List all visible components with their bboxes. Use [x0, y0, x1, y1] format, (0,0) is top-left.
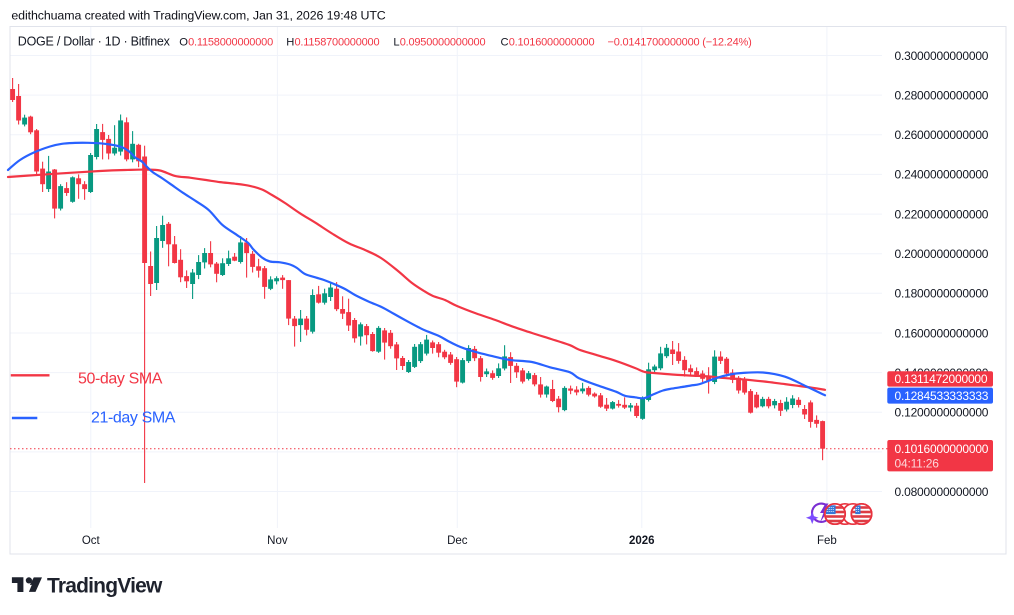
svg-text:21-day SMA: 21-day SMA — [91, 410, 176, 427]
svg-text:0.1311472000000: 0.1311472000000 — [895, 372, 988, 386]
svg-text:O: O — [179, 36, 188, 48]
svg-text:Nov: Nov — [267, 535, 288, 547]
svg-text:0.1016000000000: 0.1016000000000 — [895, 442, 989, 456]
svg-text:50-day SMA: 50-day SMA — [78, 371, 163, 388]
svg-text:Oct: Oct — [82, 535, 101, 547]
svg-text:TradingView: TradingView — [47, 575, 163, 598]
svg-text:0.1600000000000: 0.1600000000000 — [895, 326, 989, 340]
svg-text:0.1158000000000: 0.1158000000000 — [188, 36, 273, 48]
svg-text:0.0950000000000: 0.0950000000000 — [400, 36, 486, 48]
svg-text:DOGE / Dollar · 1D · Bitfinex: DOGE / Dollar · 1D · Bitfinex — [18, 34, 171, 48]
svg-text:0.2000000000000: 0.2000000000000 — [895, 247, 989, 261]
svg-text:H: H — [286, 36, 294, 48]
svg-text:−0.0141700000000 (−12.24%): −0.0141700000000 (−12.24%) — [608, 36, 752, 48]
svg-text:0.3000000000000: 0.3000000000000 — [895, 49, 989, 63]
svg-text:0.2800000000000: 0.2800000000000 — [895, 88, 989, 102]
svg-text:L: L — [393, 36, 399, 48]
svg-text:Dec: Dec — [447, 535, 468, 547]
svg-text:C: C — [501, 36, 509, 48]
svg-text:04:11:26: 04:11:26 — [895, 456, 940, 470]
svg-text:edithchuama created with Tradi: edithchuama created with TradingView.com… — [11, 8, 385, 22]
svg-text:0.1016000000000: 0.1016000000000 — [509, 36, 595, 48]
svg-text:0.1800000000000: 0.1800000000000 — [895, 287, 989, 301]
svg-text:2026: 2026 — [629, 535, 655, 547]
svg-text:0.1158700000000: 0.1158700000000 — [295, 36, 380, 48]
svg-text:0.0800000000000: 0.0800000000000 — [895, 485, 989, 499]
svg-text:0.1200000000000: 0.1200000000000 — [895, 406, 989, 420]
svg-text:0.2200000000000: 0.2200000000000 — [895, 207, 989, 221]
svg-text:0.2400000000000: 0.2400000000000 — [895, 168, 989, 182]
svg-text:0.1284533333333: 0.1284533333333 — [895, 389, 989, 403]
svg-text:Feb: Feb — [817, 535, 837, 547]
svg-text:0.2600000000000: 0.2600000000000 — [895, 128, 989, 142]
